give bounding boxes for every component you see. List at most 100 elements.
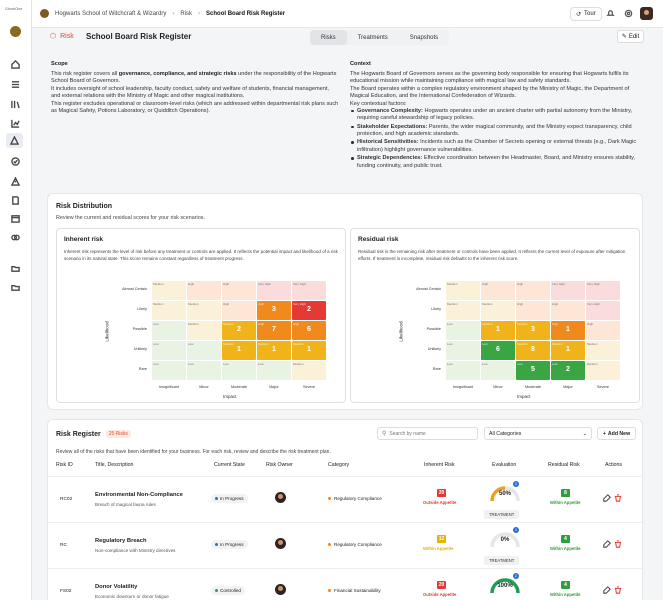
residual-appetite: Within Appetite [550, 546, 581, 551]
column-header[interactable]: Inherent Risk [424, 462, 455, 468]
edit-icon[interactable] [603, 540, 611, 550]
col-label: Moderate [230, 385, 248, 389]
calendar-icon[interactable] [9, 212, 21, 224]
inherent-risk-matrix: Inherent risk Inherent risk represents t… [56, 228, 346, 403]
risk-title[interactable]: Donor Volatility [95, 584, 138, 590]
column-header[interactable]: Current State [214, 462, 245, 468]
status-dot [215, 543, 218, 546]
search-icon: ⚲ [382, 431, 387, 437]
edit-button[interactable]: ✎ Edit [617, 30, 644, 43]
table-row[interactable]: RC Regulatory Breach Non-compliance with… [48, 522, 642, 568]
search-input[interactable]: ⚲ [377, 427, 478, 440]
row-label: Likely [431, 307, 441, 311]
heatmap-cell[interactable]: Low 2 [551, 361, 585, 380]
breadcrumb-risk[interactable]: Risk [180, 10, 193, 17]
document-icon[interactable] [9, 194, 21, 206]
home-icon[interactable] [9, 58, 21, 70]
column-header[interactable]: Risk Owner [266, 462, 293, 468]
cell-count: 3 [272, 306, 276, 313]
breadcrumb-org[interactable]: Hogwarts School of Witchcraft & Wizardry [55, 10, 167, 17]
edit-icon[interactable] [603, 586, 611, 596]
chart-icon[interactable] [9, 117, 21, 129]
tab-risks[interactable]: Risks [310, 30, 347, 45]
gear-icon[interactable] [624, 9, 634, 19]
risk-title[interactable]: Regulatory Breach [95, 538, 147, 544]
library-icon[interactable] [9, 98, 21, 110]
column-header[interactable]: Evaluation [492, 462, 517, 468]
heatmap-cell[interactable]: Low 5 [516, 361, 550, 380]
evaluation-gauge[interactable]: 50% 2 TREATMENT [484, 481, 522, 519]
owner-avatar[interactable] [275, 492, 286, 503]
app-logo[interactable]: GhostOne [5, 7, 23, 11]
heatmap-cell[interactable]: Very High 2 [292, 301, 326, 320]
tab-treatments[interactable]: Treatments [357, 34, 388, 41]
check-circle-icon[interactable] [9, 155, 21, 167]
heatmap-cell[interactable]: High 1 [551, 321, 585, 340]
folder-icon[interactable] [9, 262, 21, 274]
heatmap-cell[interactable]: Medium 1 [292, 341, 326, 360]
heatmap-cell[interactable]: Medium 2 [222, 321, 256, 340]
table-row[interactable]: FS02 Donor Volatility Economic downturn … [48, 568, 642, 600]
risk-id: FS02 [60, 589, 72, 594]
heatmap-cell[interactable]: Medium 1 [551, 341, 585, 360]
search-field[interactable] [389, 430, 470, 437]
user-avatar[interactable] [640, 7, 653, 20]
heatmap-cell[interactable]: Medium 8 [516, 341, 550, 360]
heatmap-cell[interactable]: Low 6 [481, 341, 515, 360]
cell-count: 2 [307, 306, 311, 313]
cell-count: 8 [531, 346, 535, 353]
owner-avatar[interactable] [275, 538, 286, 549]
heatmap-cell[interactable]: High 3 [257, 301, 291, 320]
residual-appetite: Within Appetite [550, 592, 581, 597]
tour-button[interactable]: ↺ Tour [570, 7, 602, 21]
trash-icon[interactable] [614, 540, 622, 550]
risk-desc: Non-compliance with Ministry directives [95, 548, 176, 553]
folder-open-icon[interactable] [9, 281, 21, 293]
column-header[interactable]: Title, Description [95, 462, 134, 468]
risk-id: RC02 [60, 497, 73, 502]
heatmap-cell[interactable]: Medium 1 [481, 321, 515, 340]
inherent-score: 20 [437, 489, 446, 497]
gauge-arc [490, 578, 520, 594]
risk-title[interactable]: Environmental Non-Compliance [95, 492, 183, 498]
inherent-score: 12 [437, 535, 446, 543]
context-factor: Historical Sensitivities: Incidents such… [350, 139, 640, 154]
trash-icon[interactable] [614, 586, 622, 596]
column-header[interactable]: Actions [605, 462, 623, 468]
row-label: Unlikely [133, 347, 147, 351]
evaluation-gauge[interactable]: 0% 1 TREATMENT [484, 527, 522, 565]
heatmap-cell[interactable]: Medium 3 [516, 321, 550, 340]
alert-icon[interactable] [9, 175, 21, 187]
heatmap-cell[interactable]: High 7 [257, 321, 291, 340]
heatmap-cell[interactable]: High 6 [292, 321, 326, 340]
owner-avatar[interactable] [275, 584, 286, 595]
heatmap-cell: Low [446, 321, 480, 340]
list-icon[interactable] [9, 78, 21, 90]
bell-icon[interactable] [606, 9, 616, 19]
heatmap-cell[interactable]: Medium 1 [257, 341, 291, 360]
cell-count: 2 [566, 366, 570, 373]
column-header[interactable]: Category [328, 462, 350, 468]
col-label: Major [563, 385, 573, 389]
category-dot [328, 497, 331, 500]
cell-count: 1 [307, 346, 311, 353]
column-header[interactable]: Residual Risk [548, 462, 580, 468]
evaluation-gauge[interactable]: 100% 2 TREATMENT [488, 573, 522, 600]
risk-icon[interactable] [6, 133, 23, 148]
table-row[interactable]: RC02 Environmental Non-Compliance Breach… [48, 476, 642, 522]
treatment-label: TREATMENT [484, 556, 520, 565]
category-select[interactable]: All Categories ⌄ [484, 427, 592, 440]
evaluation-count-badge: 2 [513, 573, 519, 579]
trash-icon[interactable] [614, 494, 622, 504]
column-header[interactable]: Risk ID [56, 462, 73, 468]
add-new-button[interactable]: + Add New [597, 427, 636, 440]
heatmap-cell[interactable]: Medium 1 [222, 341, 256, 360]
inherent-score: 20 [437, 581, 446, 589]
integrations-icon[interactable] [9, 231, 21, 243]
edit-icon[interactable] [603, 494, 611, 504]
heatmap-grid: Medium High High Very High Very High Medium Me… [152, 281, 326, 380]
state-badge: In Progress [211, 494, 248, 503]
residual-risk-matrix: Residual risk Residual risk is the remai… [350, 228, 640, 403]
org-crest-icon[interactable] [8, 24, 22, 38]
tab-snapshots[interactable]: Snapshots [409, 34, 439, 41]
